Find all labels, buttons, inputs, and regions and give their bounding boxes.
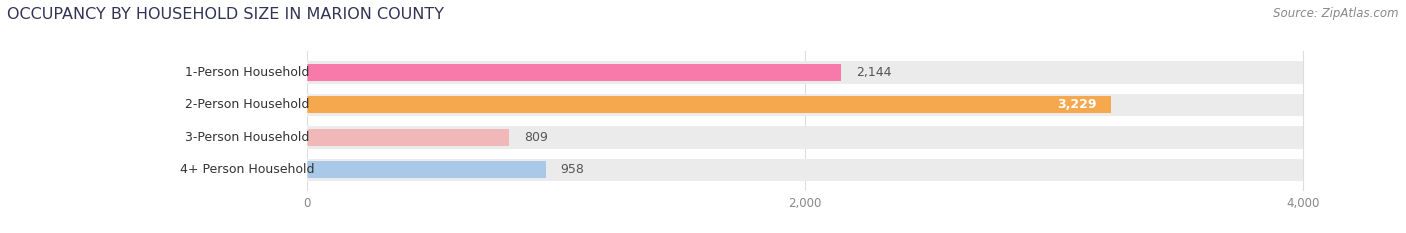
Text: 4+ Person Household: 4+ Person Household xyxy=(180,163,315,176)
Bar xyxy=(308,126,1303,149)
Text: 1-Person Household: 1-Person Household xyxy=(186,66,309,79)
FancyBboxPatch shape xyxy=(188,93,308,117)
Text: 3,229: 3,229 xyxy=(1057,98,1097,111)
Text: 2,144: 2,144 xyxy=(856,66,891,79)
Bar xyxy=(308,93,1303,116)
Text: 958: 958 xyxy=(561,163,585,176)
Bar xyxy=(308,129,509,146)
Bar xyxy=(308,61,1303,84)
FancyBboxPatch shape xyxy=(188,125,308,149)
Bar xyxy=(308,96,1111,113)
Bar xyxy=(308,64,841,81)
Bar xyxy=(308,158,1303,181)
Text: 809: 809 xyxy=(523,131,547,144)
Text: OCCUPANCY BY HOUSEHOLD SIZE IN MARION COUNTY: OCCUPANCY BY HOUSEHOLD SIZE IN MARION CO… xyxy=(7,7,444,22)
Text: 3-Person Household: 3-Person Household xyxy=(186,131,309,144)
Bar xyxy=(308,161,546,178)
Text: 2-Person Household: 2-Person Household xyxy=(186,98,309,111)
FancyBboxPatch shape xyxy=(188,158,308,182)
FancyBboxPatch shape xyxy=(188,60,308,84)
Text: Source: ZipAtlas.com: Source: ZipAtlas.com xyxy=(1274,7,1399,20)
